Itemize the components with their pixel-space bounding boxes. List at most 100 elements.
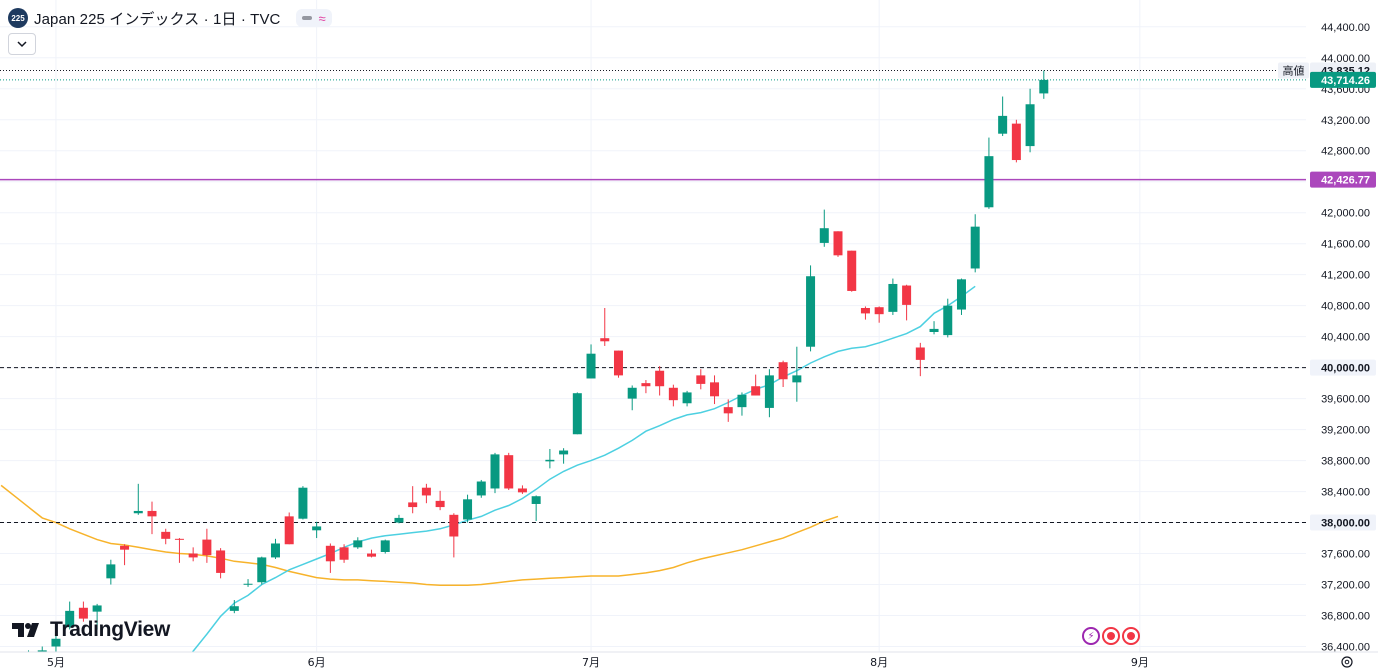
candle-body xyxy=(572,393,582,435)
lightning-event-icon[interactable]: ⚡ xyxy=(1082,627,1100,645)
candle-body xyxy=(600,338,610,342)
candle-body xyxy=(984,156,994,208)
candle xyxy=(559,448,569,464)
symbol-badge[interactable]: 225 xyxy=(8,8,28,28)
candle xyxy=(586,344,596,379)
candle-body xyxy=(298,487,308,519)
high-label-box xyxy=(1278,62,1309,79)
minus-icon[interactable] xyxy=(302,16,313,20)
y-tick-label: 44,000.00 xyxy=(1321,53,1370,65)
candle xyxy=(860,306,870,320)
candle-body xyxy=(970,226,980,269)
candle xyxy=(367,549,377,558)
candle xyxy=(37,646,47,652)
candle xyxy=(65,601,75,630)
candle-body xyxy=(613,350,623,376)
candle xyxy=(312,521,322,539)
candle xyxy=(1039,70,1049,99)
candle-body xyxy=(1039,79,1049,94)
candle xyxy=(174,538,184,563)
symbol-title[interactable]: Japan 225 インデックス · 1日 · TVC xyxy=(34,10,281,28)
candle-body xyxy=(737,394,747,408)
candle xyxy=(778,360,788,388)
candle xyxy=(161,528,171,545)
last-price-tag: 43,714.26 xyxy=(1310,71,1376,88)
candle-body xyxy=(312,526,322,531)
candle xyxy=(202,528,212,563)
candle xyxy=(78,601,88,622)
settings-gear-icon[interactable] xyxy=(1341,656,1353,668)
indicator-toggle[interactable]: ≈ xyxy=(296,9,332,27)
y-tick-label: 36,800.00 xyxy=(1321,611,1370,623)
candle-body xyxy=(229,606,239,611)
x-tick-label: 6月 xyxy=(308,656,326,669)
level-price-tag: 42,426.77 xyxy=(1310,171,1376,188)
candle-body xyxy=(764,375,774,408)
candle xyxy=(545,448,555,469)
candle xyxy=(792,346,802,402)
candle xyxy=(1011,119,1021,163)
y-tick-label: 38,800.00 xyxy=(1321,456,1370,468)
candle-body xyxy=(270,543,280,558)
candle-body xyxy=(888,283,898,312)
candle-body xyxy=(421,487,431,496)
candle xyxy=(435,490,445,511)
candle-body xyxy=(1025,104,1035,147)
candle-body xyxy=(998,115,1008,134)
candle xyxy=(449,513,459,558)
level-price-tag-box xyxy=(1310,171,1376,188)
earnings-event-icon[interactable] xyxy=(1122,627,1140,645)
candle-body xyxy=(161,531,171,539)
candle xyxy=(572,392,582,435)
candle-body xyxy=(792,375,802,383)
candle xyxy=(806,265,816,352)
plot-area xyxy=(0,70,1306,670)
candle-body xyxy=(24,662,33,670)
wave-icon[interactable]: ≈ xyxy=(318,10,326,26)
candle xyxy=(421,483,431,504)
candle xyxy=(339,544,349,563)
collapse-legend-button[interactable] xyxy=(8,33,36,55)
tradingview-logo[interactable]: TradingView xyxy=(12,618,170,642)
candle xyxy=(984,137,994,209)
candle-body xyxy=(120,545,130,550)
level-price-tag: 38,000.00 xyxy=(1310,514,1376,531)
x-tick-label: 7月 xyxy=(582,656,600,669)
candle xyxy=(723,399,733,422)
gear-hub xyxy=(1344,659,1350,665)
candle-body xyxy=(147,510,157,517)
candle xyxy=(819,209,829,247)
candle-body xyxy=(174,538,184,540)
candle xyxy=(998,96,1008,137)
y-tick-label: 40,400.00 xyxy=(1321,332,1370,344)
chevron-down-icon xyxy=(17,41,27,48)
candle xyxy=(915,342,925,377)
candle-body xyxy=(655,370,665,387)
candle-body xyxy=(37,650,47,652)
candle-body xyxy=(394,517,404,523)
candle-body xyxy=(943,305,953,336)
candle-body xyxy=(106,564,116,579)
candle xyxy=(133,483,143,515)
candle-body xyxy=(353,540,363,548)
candle-body xyxy=(380,540,390,552)
candle xyxy=(476,479,486,498)
candle xyxy=(10,666,19,670)
candle xyxy=(188,547,198,562)
level-price-tag-text: 38,000.00 xyxy=(1321,518,1370,530)
candle-body xyxy=(682,392,692,404)
candle xyxy=(668,384,678,407)
candle-body xyxy=(504,455,514,489)
candle-body xyxy=(463,499,473,520)
candle xyxy=(682,390,692,407)
candle-body xyxy=(847,250,857,291)
candle xyxy=(229,600,239,614)
candle xyxy=(353,537,363,549)
event-markers: ⚡ xyxy=(1082,627,1140,645)
level-price-tag-text: 42,426.77 xyxy=(1321,175,1370,187)
candle xyxy=(874,306,884,323)
dividend-event-icon[interactable] xyxy=(1102,627,1120,645)
candle xyxy=(600,307,610,346)
candle xyxy=(627,385,637,411)
